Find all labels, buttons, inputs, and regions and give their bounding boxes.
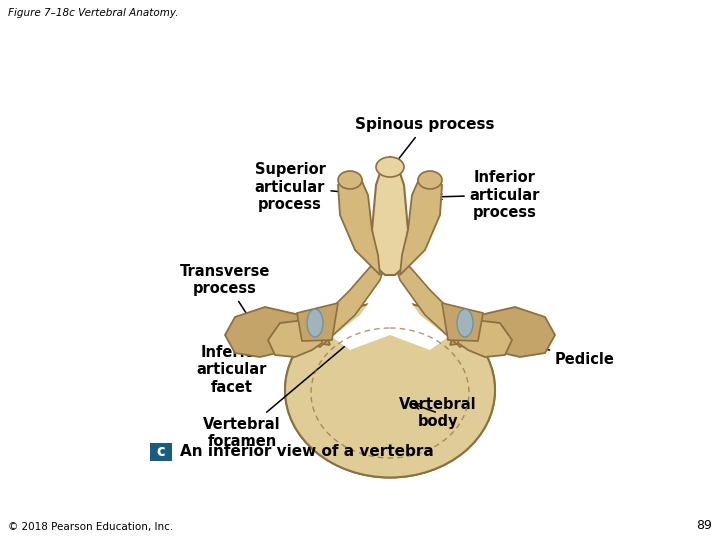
Polygon shape	[295, 305, 335, 340]
Text: Inferior
articular
process: Inferior articular process	[436, 170, 540, 220]
Polygon shape	[225, 307, 330, 357]
Polygon shape	[445, 305, 485, 340]
Text: © 2018 Pearson Education, Inc.: © 2018 Pearson Education, Inc.	[8, 522, 174, 532]
Text: Transverse
process: Transverse process	[180, 264, 270, 323]
Polygon shape	[450, 307, 555, 357]
Text: Figure 7–18c Vertebral Anatomy.: Figure 7–18c Vertebral Anatomy.	[8, 8, 179, 18]
Polygon shape	[268, 320, 322, 357]
Text: Superior
articular
process: Superior articular process	[255, 162, 349, 212]
Ellipse shape	[285, 302, 495, 477]
Polygon shape	[338, 173, 380, 275]
Text: Pedicle: Pedicle	[482, 330, 615, 368]
Polygon shape	[372, 157, 408, 275]
Polygon shape	[400, 173, 442, 275]
Text: Inferior
articular
facet: Inferior articular facet	[197, 325, 311, 395]
Ellipse shape	[307, 309, 323, 337]
Ellipse shape	[285, 302, 495, 477]
Text: c: c	[157, 444, 166, 460]
Ellipse shape	[338, 171, 362, 189]
Text: Vertebral
foramen: Vertebral foramen	[203, 328, 366, 449]
Text: Spinous process: Spinous process	[355, 118, 495, 166]
Ellipse shape	[457, 309, 473, 337]
Text: An inferior view of a vertebra: An inferior view of a vertebra	[180, 444, 433, 460]
Ellipse shape	[376, 157, 404, 177]
Polygon shape	[297, 303, 338, 341]
Polygon shape	[332, 273, 448, 350]
Text: 89: 89	[696, 519, 712, 532]
Polygon shape	[442, 303, 483, 341]
Text: Vertebral
body: Vertebral body	[399, 397, 477, 429]
Polygon shape	[395, 265, 480, 347]
Polygon shape	[300, 265, 385, 347]
FancyBboxPatch shape	[150, 443, 172, 461]
Polygon shape	[458, 320, 512, 357]
Ellipse shape	[418, 171, 442, 189]
